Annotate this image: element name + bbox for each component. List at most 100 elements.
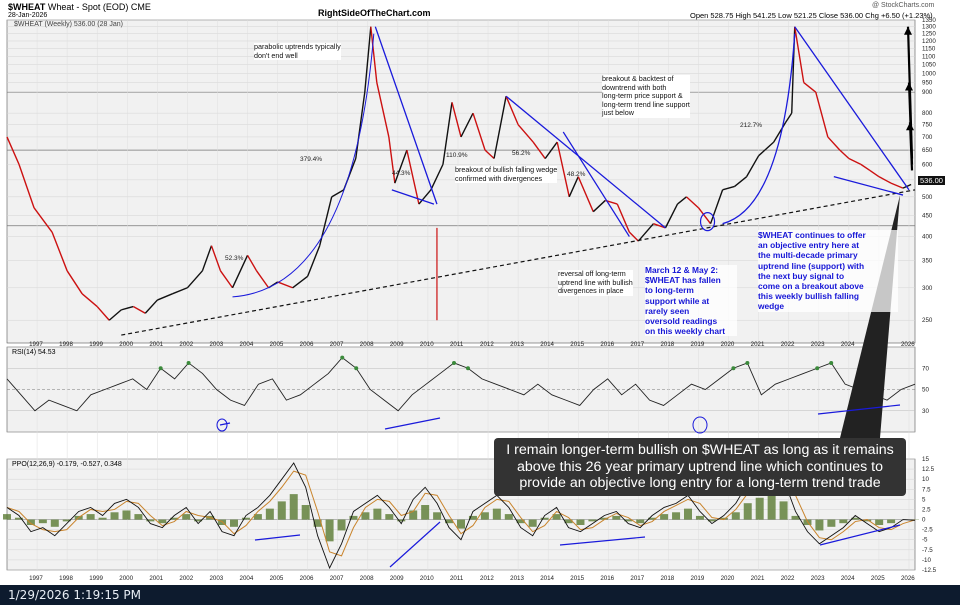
price-segment	[18, 164, 35, 209]
ppo-histogram-bar	[277, 501, 286, 520]
x-tick-label: 2009	[390, 341, 404, 348]
ppo-histogram-bar	[194, 519, 203, 522]
price-segment	[827, 136, 841, 151]
annotation-reversal: reversal off long-term uptrend line with…	[558, 269, 633, 296]
symbol-label: $WHEAT	[8, 2, 46, 12]
y-tick-label: 15	[922, 456, 929, 463]
y-tick-label: 300	[922, 285, 933, 292]
ppo-histogram-bar	[827, 519, 836, 527]
price-segment	[210, 245, 222, 272]
x-tick-label: 2018	[660, 341, 674, 348]
ppo-histogram-bar	[26, 519, 35, 525]
price-legend: $WHEAT (Weekly) 536.00 (28 Jan)	[14, 21, 123, 28]
x-tick-label: 2002	[179, 575, 193, 582]
ppo-histogram-bar	[851, 517, 860, 520]
price-segment	[758, 141, 775, 157]
x-tick-label: 2021	[751, 341, 765, 348]
ppo-histogram-bar	[230, 519, 238, 527]
price-segment	[628, 231, 639, 242]
price-segment	[869, 169, 880, 178]
x-tick-label: 2017	[630, 575, 644, 582]
x-tick-label: 1998	[59, 341, 73, 348]
price-segment	[201, 245, 213, 272]
ppo-histogram-bar	[743, 503, 752, 520]
ppo-histogram-bar	[564, 519, 573, 524]
x-tick-label: 2006	[300, 575, 314, 582]
price-segment	[370, 26, 378, 83]
pct-label: 110.9%	[446, 152, 468, 159]
x-tick-label: 2004	[240, 575, 254, 582]
price-segment	[839, 149, 850, 160]
price-segment	[568, 176, 579, 198]
x-tick-label: 2020	[721, 341, 735, 348]
price-segment	[132, 305, 146, 314]
price-segment	[677, 196, 687, 205]
watermark-label: @ StockCharts.com	[872, 2, 935, 9]
y-tick-label: 750	[922, 122, 933, 129]
price-segment	[890, 182, 904, 189]
price-segment	[532, 141, 546, 159]
pct-label: 44.3%	[392, 170, 411, 177]
price-segment	[442, 102, 453, 165]
x-tick-label: 2015	[570, 575, 584, 582]
ppo-histogram-bar	[528, 519, 537, 527]
x-tick-label: 2019	[691, 575, 705, 582]
price-segment	[460, 112, 474, 138]
x-tick-label: 2016	[600, 575, 614, 582]
y-tick-label: 700	[922, 134, 933, 141]
x-tick-label: 2024	[841, 575, 855, 582]
rsi-overbought-mark	[158, 366, 163, 371]
ppo-histogram-bar	[445, 519, 454, 524]
x-tick-label: 2007	[330, 341, 344, 348]
divergence-line	[254, 534, 301, 541]
price-segment	[637, 223, 654, 242]
ppo-histogram-bar	[349, 515, 358, 520]
annotation-parabolic: parabolic uptrends typically don't end w…	[254, 42, 341, 61]
x-tick-label: 2012	[480, 575, 494, 582]
pct-label: 212.7%	[740, 122, 763, 129]
ppo-histogram-bar	[385, 514, 394, 520]
ppo-histogram-bar	[62, 519, 71, 522]
ppo-histogram-bar	[492, 508, 501, 520]
target-arrow	[908, 122, 914, 171]
ppo-histogram-bar	[767, 494, 776, 520]
price-segment	[697, 207, 712, 225]
parabolic-curve	[722, 33, 796, 225]
divergence-line	[817, 404, 901, 415]
price-segment	[355, 92, 366, 159]
rsi-overbought-mark	[465, 366, 470, 371]
price-segment	[96, 306, 110, 321]
ppo-histogram-bar	[158, 519, 167, 524]
price-segment	[186, 270, 203, 289]
price-segment	[231, 255, 249, 289]
x-tick-label: 2011	[450, 341, 464, 348]
wedge-line	[833, 176, 904, 196]
rsi-overbought-mark	[354, 366, 359, 371]
ppo-histogram-bar	[409, 510, 418, 520]
annotation-breakout-backtest: breakout & backtest of downtrend with bo…	[602, 74, 690, 118]
price-segment	[472, 112, 486, 151]
annotation-march-may: March 12 & May 2: $WHEAT has fallen to l…	[645, 265, 737, 337]
price-segment	[172, 287, 188, 295]
price-segment	[406, 149, 420, 205]
ppo-histogram-bar	[636, 519, 645, 524]
ppo-histogram-bar	[14, 517, 23, 520]
y-tick-label: 650	[922, 147, 933, 154]
pct-label: 379.4%	[300, 156, 323, 163]
y-tick-label: -5	[922, 537, 928, 544]
y-tick-label: -2.5	[922, 527, 933, 534]
price-segment	[815, 92, 829, 138]
ppo-histogram-bar	[241, 517, 250, 520]
y-tick-label: 1000	[922, 70, 936, 77]
x-tick-label: 2026	[901, 575, 915, 582]
y-tick-label: 2.5	[922, 506, 931, 513]
x-tick-label: 2014	[540, 575, 554, 582]
x-tick-label: 2001	[149, 575, 163, 582]
price-segment	[592, 199, 606, 213]
support-circle	[699, 212, 716, 232]
ppo-histogram-bar	[50, 519, 59, 527]
price-segment	[219, 270, 234, 289]
x-tick-label: 2026	[901, 341, 915, 348]
ppo-histogram-bar	[612, 515, 621, 520]
x-tick-label: 2009	[390, 575, 404, 582]
